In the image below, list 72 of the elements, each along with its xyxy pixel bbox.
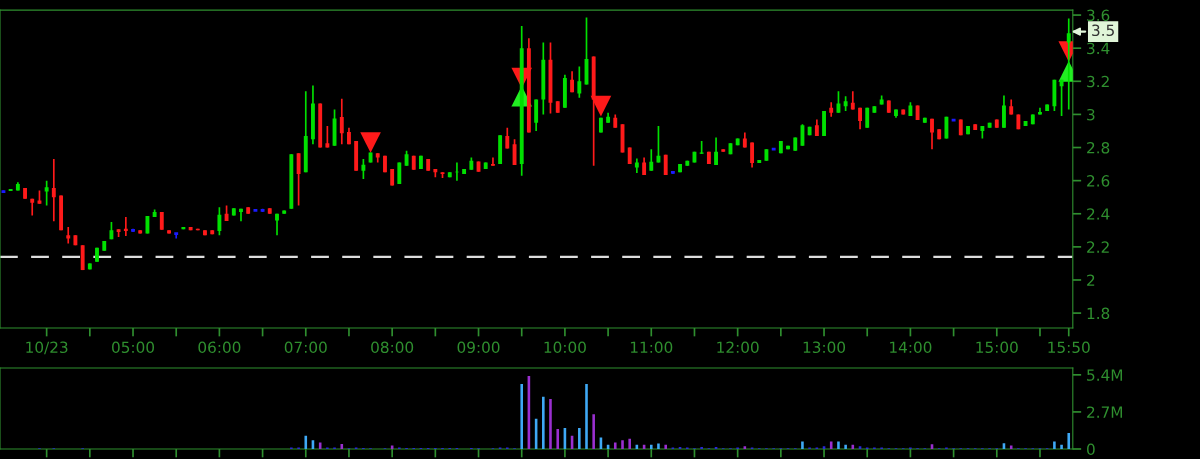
candlestick [44,179,49,207]
bar [1067,433,1071,449]
bar [628,438,631,449]
bar [664,444,667,449]
candlestick [66,226,71,245]
y-tick-label: 2.7M [1087,406,1122,418]
x-tick-label: 13:00 [803,341,846,354]
bar [340,444,344,449]
point [360,132,381,153]
y-tick-label: 5.4M [1087,369,1122,381]
y-tick-label: 2 [1087,274,1095,286]
candlestick [325,125,330,149]
y-tick-label: 1.8 [1087,307,1110,320]
x-tick-label: 14:00 [890,341,932,354]
bar [542,396,545,449]
bar [621,440,624,449]
bar [801,441,804,449]
candlestick [534,98,539,132]
bar [700,446,703,449]
candlestick [217,206,222,237]
candlestick [361,158,366,180]
annotation: 3.5 [1092,24,1114,37]
bar [649,444,653,449]
bar [844,444,847,449]
bar [613,442,617,449]
candlestick [1002,94,1006,129]
y-tick-label: 2.8 [1087,141,1110,154]
candlestick [51,158,56,223]
y-tick-label: 0 [1087,443,1095,456]
candlestick [339,98,344,146]
bar [1009,445,1013,449]
candlestick [649,148,654,172]
candlestick [296,152,301,207]
candlestick [1059,78,1064,117]
y-tick-label: 3.4 [1087,42,1110,55]
x-tick-label: 15:00 [976,341,1018,354]
bar [1060,444,1063,449]
bar [520,383,524,449]
bar [549,399,552,449]
y-tick-label: 3.6 [1087,9,1110,22]
candlestick [505,126,510,150]
x-tick-label: 15:50 [1048,341,1090,354]
bar [578,428,581,449]
candlestick [800,123,805,147]
x-tick-label: 06:00 [198,341,241,354]
y-tick-label: 3.2 [1087,75,1109,88]
candlestick [577,65,582,99]
y-tick-label: 2.2 [1087,241,1109,253]
candlestick [930,117,934,151]
candlestick [491,156,495,167]
x-tick-label: 12:00 [717,341,759,354]
bar [585,383,588,449]
x-tick-label: 09:00 [457,341,500,354]
bar [556,428,560,449]
x-tick-label: 10/23 [26,341,68,355]
y-tick-label: 2.6 [1087,175,1110,187]
x-tick-label: 07:00 [284,341,327,354]
candlestick [397,161,402,185]
bar [837,441,840,449]
x-tick-label: 11:00 [630,341,673,354]
bar [304,435,308,449]
y-tick-label: 3 [1087,108,1095,121]
bar [1053,441,1056,449]
x-tick-label: 05:00 [112,341,155,354]
bar [592,414,595,449]
candlestick [750,141,755,169]
y-tick-label: 2.4 [1087,208,1110,220]
candlestick [1066,17,1071,111]
x-tick-label: 10:00 [544,341,586,354]
bar [657,443,660,449]
x-tick-label: 08:00 [371,341,414,354]
candlestick [714,136,719,166]
